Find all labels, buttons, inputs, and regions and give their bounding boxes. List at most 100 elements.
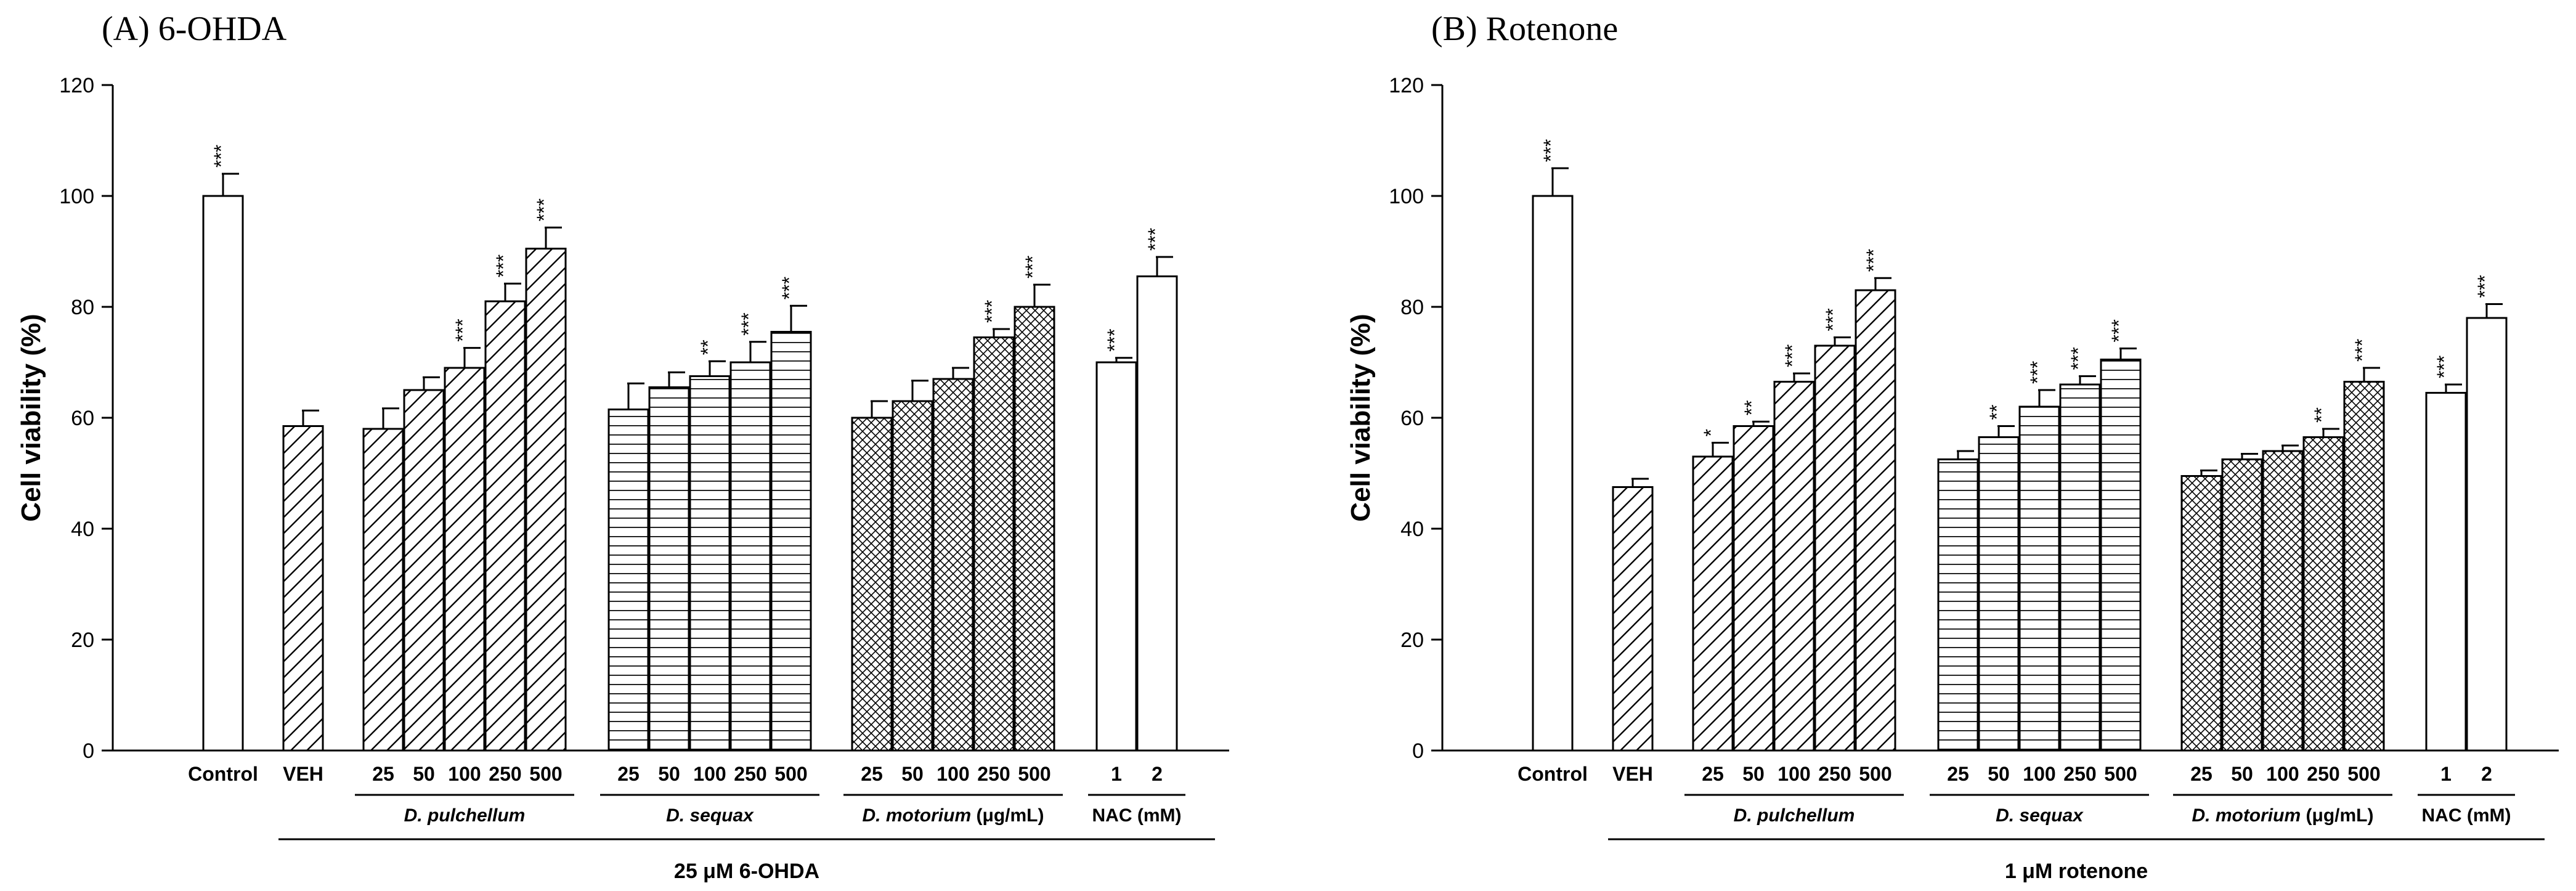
bar-50	[648, 386, 690, 752]
significance-label: ***	[1822, 308, 1844, 331]
bar-500	[1014, 306, 1055, 752]
y-tick-label: 60	[71, 407, 94, 430]
bar-veh	[1612, 486, 1654, 752]
y-tick-label: 120	[59, 74, 94, 97]
y-axis-label: Cell viability (%)	[1346, 314, 1376, 521]
x-tick-label: 50	[413, 763, 435, 785]
bar-50	[403, 389, 445, 752]
x-tick-label: 250	[489, 763, 521, 785]
group-label: D. motorium (μg/mL)	[862, 805, 1044, 826]
bar-50	[1733, 425, 1774, 752]
x-tick-label: 100	[693, 763, 726, 785]
x-tick-label: 50	[901, 763, 924, 785]
y-tick-label: 20	[1400, 629, 1424, 652]
significance-label: **	[2310, 407, 2333, 423]
significance-label: ***	[210, 145, 232, 168]
x-tick-label: 50	[2231, 763, 2253, 785]
x-tick-label: 2	[2481, 763, 2492, 785]
x-tick-label: Control	[188, 763, 258, 785]
group-label-unit: (μg/mL)	[2306, 805, 2374, 826]
bar-500	[2100, 359, 2142, 752]
bar-100	[2262, 450, 2304, 752]
bar-control	[1532, 195, 1574, 752]
bar-1	[2425, 392, 2467, 752]
x-tick-label: 500	[529, 763, 562, 785]
x-tick-label: Control	[1518, 763, 1588, 785]
bar-500	[2343, 381, 2385, 752]
x-tick-label: 250	[2307, 763, 2339, 785]
x-tick-label: 500	[1018, 763, 1050, 785]
x-tick-label: 50	[658, 763, 680, 785]
group-label: D. pulchellum	[1734, 805, 1855, 826]
bar-100	[444, 367, 486, 752]
bar-500	[1855, 289, 1896, 752]
group-label: D. sequax	[666, 805, 754, 826]
significance-label: ***	[2108, 319, 2130, 342]
bar-50	[1978, 436, 2020, 752]
significance-label: ***	[981, 300, 1003, 323]
x-tick-label: 100	[1778, 763, 1810, 785]
y-axis-label: Cell viability (%)	[16, 314, 46, 521]
bar-500	[770, 331, 812, 752]
significance-label: ***	[1103, 328, 1126, 351]
y-tick-label: 80	[1400, 296, 1424, 319]
bar-25	[362, 428, 404, 752]
group-label: D. sequax	[1996, 805, 2084, 826]
x-tick-label: 2	[1152, 763, 1163, 785]
panel-6-ohda: (A) 6-OHDA 0 20 40 60 80 100 120 Cell viability …	[16, 10, 1229, 883]
group-label: NAC (mM)	[1092, 805, 1182, 826]
x-tick-label: 1	[2440, 763, 2452, 785]
bar-25	[851, 417, 893, 752]
bar-25	[1937, 458, 1979, 752]
x-tick-label: 500	[774, 763, 807, 785]
y-tick-label: 40	[1400, 518, 1424, 541]
bar-250	[2059, 383, 2101, 752]
significance-label: ***	[452, 319, 474, 341]
bar-1	[1095, 361, 1137, 752]
group-label-name: D. motorium	[862, 805, 971, 826]
bar-250	[484, 300, 526, 752]
significance-label: *	[1700, 429, 1722, 436]
x-tick-label: 500	[2104, 763, 2137, 785]
bar-100	[1773, 381, 1815, 752]
group-label: D. motorium (μg/mL)	[2192, 805, 2373, 826]
bar-25	[2180, 475, 2222, 752]
bar-100	[932, 378, 974, 752]
x-tick-label: 500	[1859, 763, 1891, 785]
significance-label: ***	[778, 277, 800, 299]
x-tick-label: 250	[977, 763, 1010, 785]
group-label-unit: (μg/mL)	[977, 805, 1044, 826]
y-tick-label: 80	[71, 296, 94, 319]
x-tick-label: 500	[2347, 763, 2380, 785]
significance-label: ***	[2026, 361, 2049, 384]
significance-label: **	[1741, 400, 1763, 415]
significance-label: ***	[2351, 339, 2373, 362]
bar-100	[689, 375, 731, 752]
x-tick-label: 25	[1947, 763, 1969, 785]
bar-100	[2018, 405, 2060, 752]
bar-250	[1814, 344, 1856, 752]
panel-title: (A) 6-OHDA	[102, 10, 287, 48]
y-tick-label: 20	[71, 629, 94, 652]
bar-250	[729, 361, 771, 752]
y-tick-label: 100	[59, 185, 94, 208]
x-tick-label: 250	[1818, 763, 1851, 785]
bar-50	[2221, 458, 2263, 752]
y-tick-label: 100	[1389, 185, 1424, 208]
significance-label: ***	[1863, 249, 1885, 272]
significance-label: ***	[737, 312, 760, 335]
y-tick-label: 60	[1400, 407, 1424, 430]
bar-25	[607, 409, 649, 752]
treatment-label: 25 μM 6-OHDA	[674, 860, 819, 883]
panel-rotenone: (B) Rotenone 0 20 40 60 80 100 120 Cell viabilit…	[1346, 10, 2559, 883]
y-tick-label: 120	[1389, 74, 1424, 97]
treatment-label: 1 μM rotenone	[2005, 860, 2148, 883]
x-tick-label: 250	[734, 763, 766, 785]
significance-label: ***	[533, 198, 555, 221]
panel-title: (B) Rotenone	[1431, 10, 1618, 48]
y-tick-label: 0	[83, 739, 94, 763]
x-tick-label: 100	[448, 763, 481, 785]
significance-label: **	[1986, 405, 2008, 420]
x-tick-label: 50	[1988, 763, 2010, 785]
